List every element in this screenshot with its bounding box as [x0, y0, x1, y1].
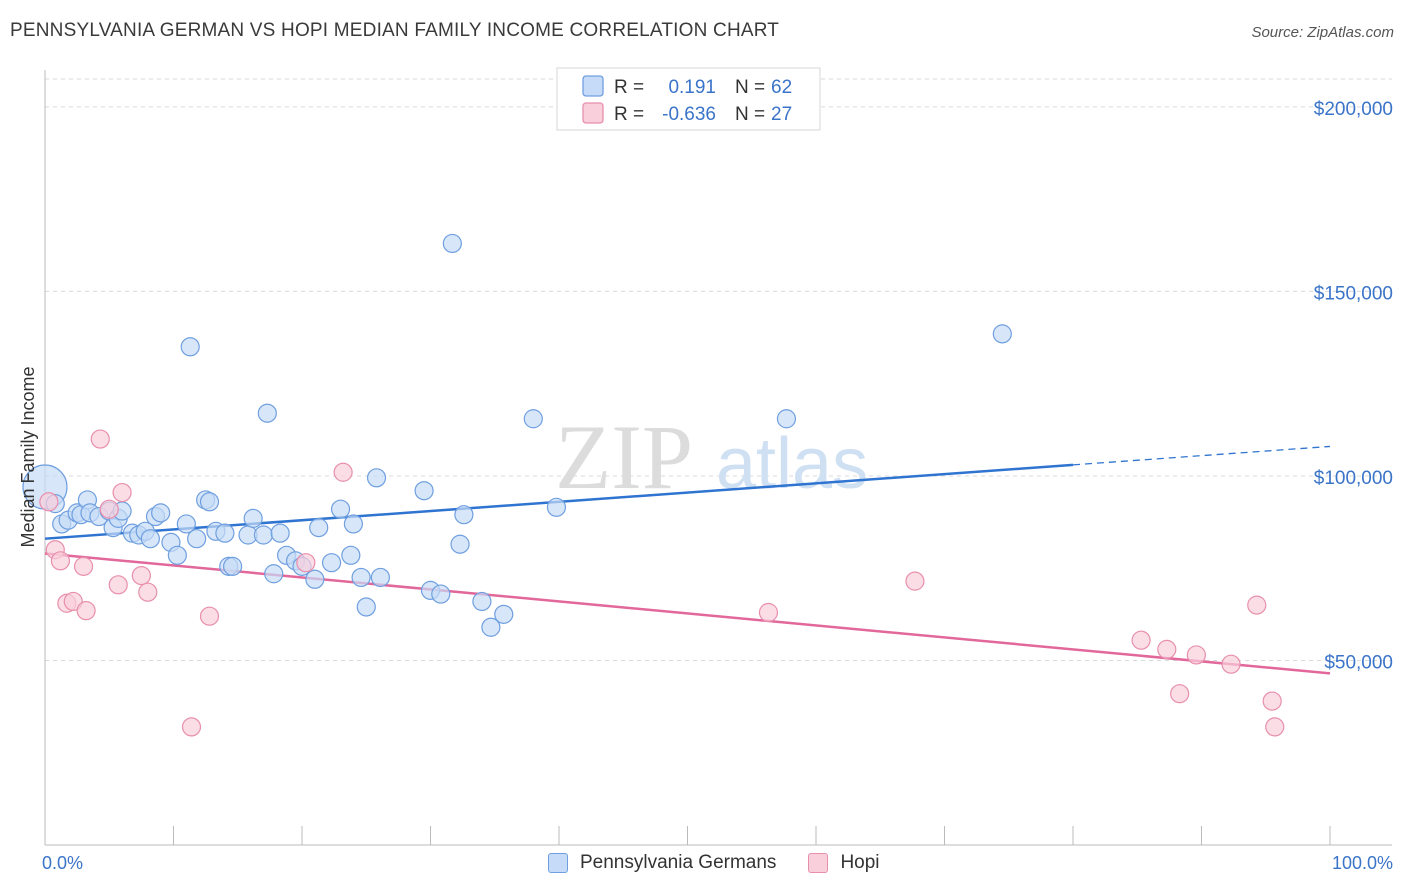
axes — [44, 70, 1392, 846]
point-hopi-8 — [99, 499, 119, 519]
point-pennsylvania-germans-45 — [351, 567, 371, 588]
legend-item-hopi[interactable]: Hopi — [808, 852, 880, 874]
point-pennsylvania-germans-52 — [442, 233, 462, 254]
point-hopi-16 — [333, 462, 353, 482]
point-pennsylvania-germans-56 — [481, 617, 501, 637]
point-pennsylvania-germans-42 — [330, 499, 351, 519]
legend-n-value-pink: 27 — [771, 104, 792, 125]
point-hopi-21 — [1170, 684, 1190, 704]
point-pennsylvania-germans-40 — [309, 518, 329, 538]
point-hopi-26 — [1265, 717, 1285, 737]
axis-labels: $50,000 $100,000 $150,000 $200,000 0.0% 100.0… — [18, 99, 1393, 873]
watermark-atlas: atlas — [716, 424, 868, 504]
legend-r-value-pink: -0.636 — [662, 104, 716, 125]
point-pennsylvania-germans-47 — [366, 468, 387, 488]
point-pennsylvania-germans-44 — [343, 514, 363, 534]
legend-r-value-blue: 0.191 — [668, 77, 716, 98]
point-pennsylvania-germans-60 — [776, 409, 797, 429]
point-pennsylvania-germans-58 — [523, 409, 543, 429]
y-tick-label-3: $200,000 — [1314, 99, 1393, 120]
point-pennsylvania-germans-43 — [341, 545, 361, 565]
point-pennsylvania-germans-33 — [257, 403, 277, 423]
legend-r-label-blue: R = — [614, 77, 644, 98]
legend-swatch-pink — [582, 102, 604, 124]
legend-r-label-pink: R = — [614, 104, 644, 125]
point-hopi-0 — [39, 492, 59, 512]
point-hopi-5 — [73, 556, 94, 576]
x-tick-label-min: 0.0% — [42, 853, 83, 873]
point-pennsylvania-germans-53 — [450, 534, 470, 554]
trend-line-pink — [44, 552, 1331, 675]
legend-n-label-blue: N = — [735, 77, 765, 98]
point-pennsylvania-germans-35 — [270, 523, 290, 543]
point-pennsylvania-germans-49 — [414, 481, 434, 501]
point-hopi-18 — [905, 571, 925, 591]
legend-n-label-pink: N = — [735, 104, 765, 125]
point-pennsylvania-germans-16 — [140, 529, 160, 549]
point-pennsylvania-germans-29 — [223, 556, 243, 576]
point-hopi-2 — [50, 551, 71, 571]
point-pennsylvania-germans-54 — [454, 505, 474, 525]
point-pennsylvania-germans-31 — [243, 508, 263, 528]
legend-label-pennsylvania-germans: Pennsylvania Germans — [580, 852, 777, 873]
point-pennsylvania-germans-21 — [176, 514, 196, 534]
y-tick-label-2: $150,000 — [1314, 283, 1393, 304]
point-pennsylvania-germans-51 — [431, 584, 451, 604]
point-hopi-12 — [138, 582, 158, 602]
point-hopi-13 — [181, 717, 202, 737]
y-tick-label-0: $50,000 — [1324, 652, 1393, 673]
point-hopi-20 — [1157, 639, 1177, 660]
watermark-zip: ZIP — [555, 406, 693, 508]
x-tick-label-max: 100.0% — [1332, 853, 1393, 873]
point-pennsylvania-germans-27 — [215, 523, 235, 543]
legend-box: R = 0.191 N = 62 R = -0.636 N = 27 — [556, 67, 821, 131]
point-pennsylvania-germans-18 — [151, 503, 171, 523]
legend-n-value-blue: 62 — [771, 77, 792, 98]
point-hopi-7 — [90, 429, 110, 449]
point-hopi-19 — [1131, 630, 1151, 650]
y-axis-title: Median Family Income — [18, 366, 38, 547]
point-pennsylvania-germans-32 — [253, 525, 274, 545]
legend-swatch-blue — [582, 75, 604, 97]
point-pennsylvania-germans-22 — [180, 337, 200, 357]
point-pennsylvania-germans-46 — [356, 597, 376, 617]
y-tick-label-1: $100,000 — [1314, 468, 1393, 489]
point-hopi-10 — [112, 482, 132, 503]
source-label: Source: ZipAtlas.com — [1251, 24, 1394, 41]
point-pennsylvania-germans-57 — [494, 604, 514, 624]
chart-title: PENNSYLVANIA GERMAN VS HOPI MEDIAN FAMIL… — [10, 20, 780, 41]
watermark: ZIP atlas — [555, 406, 868, 508]
point-hopi-6 — [76, 601, 96, 621]
legend-swatch-blue-bottom — [548, 853, 568, 873]
point-hopi-23 — [1221, 654, 1241, 674]
point-pennsylvania-germans-61 — [992, 324, 1012, 344]
point-pennsylvania-germans-25 — [199, 492, 220, 512]
data-points — [22, 233, 1285, 737]
point-hopi-24 — [1247, 595, 1267, 615]
point-pennsylvania-germans-41 — [321, 553, 342, 573]
legend-item-pennsylvania-germans[interactable]: Pennsylvania Germans — [548, 852, 776, 874]
legend-swatch-pink-bottom — [808, 853, 829, 873]
point-pennsylvania-germans-39 — [305, 569, 325, 589]
point-hopi-25 — [1262, 691, 1282, 711]
point-pennsylvania-germans-20 — [167, 545, 187, 565]
point-pennsylvania-germans-48 — [370, 567, 390, 588]
legend-label-hopi: Hopi — [840, 852, 880, 873]
point-hopi-14 — [199, 606, 220, 626]
point-pennsylvania-germans-23 — [187, 529, 207, 549]
point-pennsylvania-germans-34 — [264, 564, 284, 584]
point-hopi-9 — [108, 575, 128, 595]
point-hopi-17 — [758, 602, 779, 623]
series-legend: Pennsylvania Germans Hopi — [548, 852, 912, 874]
point-pennsylvania-germans-59 — [546, 497, 567, 517]
trend-line-blue-extension — [1072, 445, 1331, 466]
point-hopi-15 — [296, 553, 316, 573]
point-pennsylvania-germans-55 — [472, 591, 492, 612]
point-hopi-11 — [131, 565, 151, 586]
point-hopi-22 — [1186, 645, 1206, 665]
